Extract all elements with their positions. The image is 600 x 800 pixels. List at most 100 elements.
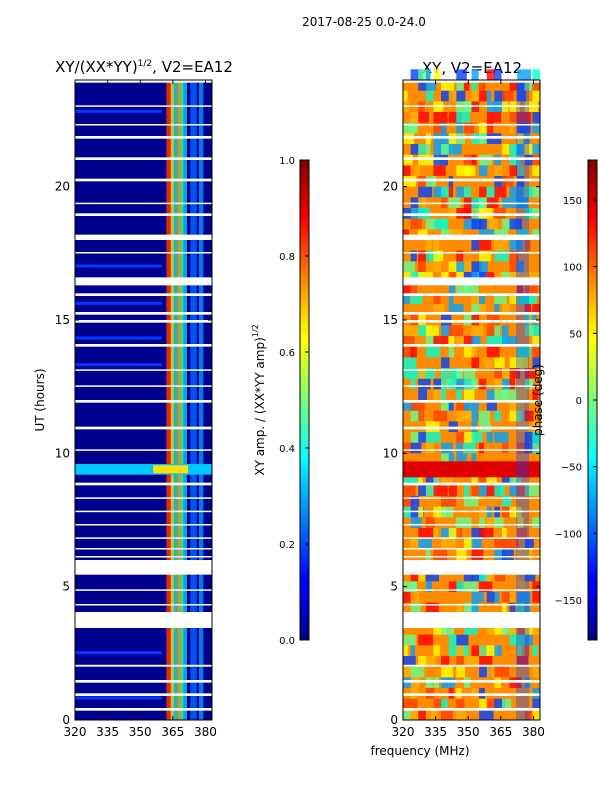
right-panel-phase-cell [441,144,454,155]
right-panel-phase-cell [471,656,481,667]
right-panel-phase-cell [441,197,448,208]
right-panel-phase-cell [418,261,434,272]
right-panel-phase-cell [479,410,490,422]
right-panel-phase-cell [403,581,417,592]
right-panel-phase-cell [517,410,524,422]
right-panel-phase-cell [403,496,414,507]
right-panel-phase-cell [509,80,518,91]
data-gap [403,556,540,558]
right-panel-phase-cell [448,485,457,496]
data-gap [75,426,212,430]
left-x-tick-label: 350 [129,725,152,739]
right-panel-phase-cell [517,528,528,539]
right-panel-phase-cell [517,90,526,102]
data-gap [75,369,212,371]
right-panel-phase-cell [425,442,434,454]
right-panel-phase-cell [463,261,472,272]
right-panel-heatmap [402,69,541,721]
right-panel-phase-cell [448,325,464,336]
right-panel-phase-cell [532,624,540,635]
data-gap [75,548,212,550]
right-y-tick-label: 0 [390,713,398,727]
right-panel-phase-cell [425,581,433,592]
right-panel-phase-cell [486,122,494,134]
right-panel-phase-cell [456,378,467,390]
right-panel-phase-cell [456,122,464,134]
right-panel-phase-cell [403,666,418,678]
right-panel-phase-cell [501,698,512,710]
right-panel-phase-cell [524,602,531,614]
right-panel-phase-cell [471,474,478,486]
right-panel-phase-cell [433,112,448,123]
right-panel-phase-cell [403,165,416,176]
right-panel-phase-cell [425,485,438,496]
right-panel-phase-cell [410,69,423,80]
right-panel-phase-cell [441,453,450,464]
left-x-tick-label: 320 [64,725,87,739]
right-panel-phase-cell [425,69,431,80]
right-panel-phase-cell [532,304,540,315]
data-gap [403,589,540,591]
right-panel-phase-cell [471,293,481,304]
left-panel-rfi-core [153,465,189,474]
right-panel-phase-cell [410,432,422,443]
right-panel-phase-cell [532,666,539,678]
right-panel-phase-cell [494,250,509,262]
right-panel-phase-cell [509,410,521,422]
right-panel-phase-cell [509,474,522,486]
right-panel-phase-cell [448,304,464,315]
right-panel-phase-cell [410,112,420,123]
right-panel-phase-cell [486,698,496,710]
right-panel-phase-cell [471,197,485,208]
right-panel-frame [402,79,541,721]
right-panel-phase-cell [532,357,540,368]
right-panel-phase-cell [448,400,454,411]
right-panel-phase-cell [486,346,500,358]
right-panel-phase-cell [471,261,482,272]
right-panel-phase-cell [524,325,535,336]
right-panel-phase-cell [418,528,434,539]
right-panel-phase-cell [517,122,531,134]
right-panel-phase-cell [456,528,463,539]
right-panel-phase-cell [403,122,418,134]
data-gap [403,524,540,526]
left-panel-streak [75,264,162,268]
right-panel-phase-cell [456,112,470,123]
amplitude-colorbar-label-main: XY amp. / (XX*YY amp) [253,337,267,475]
right-panel-phase-cell [441,325,452,336]
right-panel-phase-cell [418,709,431,720]
right-panel-phase-cell [517,144,524,155]
data-gap [75,449,212,451]
right-panel-phase-cell [494,485,505,496]
right-panel-phase-cell [524,442,540,454]
right-panel-phase-cell [509,378,516,390]
right-panel-phase-cell [486,517,496,528]
right-panel-phase-cell [433,410,448,422]
data-gap [75,497,212,499]
right-panel-phase-cell [410,378,416,390]
right-panel-phase-cell [524,570,536,582]
right-panel-phase-cell [532,186,540,198]
right-panel-phase-cell [410,144,426,155]
right-panel-phase-cell [441,538,456,550]
right-panel-phase-cell [456,517,472,528]
right-panel-phase-cell [479,80,486,91]
right-panel-phase-cell [418,485,433,496]
right-panel-phase-cell [410,165,420,176]
phase-colorbar-label: phase (deg) [531,364,545,436]
right-panel-phase-cell [448,144,462,155]
data-gap [403,277,540,286]
right-panel-phase-cell [456,261,466,272]
right-panel-phase-cell [501,624,516,635]
right-panel-phase-cell [494,410,501,422]
right-panel-phase-cell [425,368,436,379]
right-panel-phase-cell [517,357,528,368]
right-panel-phase-cell [486,592,496,603]
right-panel-phase-cell [479,656,493,667]
right-panel-phase-cell [463,581,478,592]
right-panel-phase-cell [471,538,483,550]
right-panel-phase-cell [410,581,418,592]
right-panel-phase-cell [479,528,494,539]
right-panel-phase-cell [517,581,526,592]
